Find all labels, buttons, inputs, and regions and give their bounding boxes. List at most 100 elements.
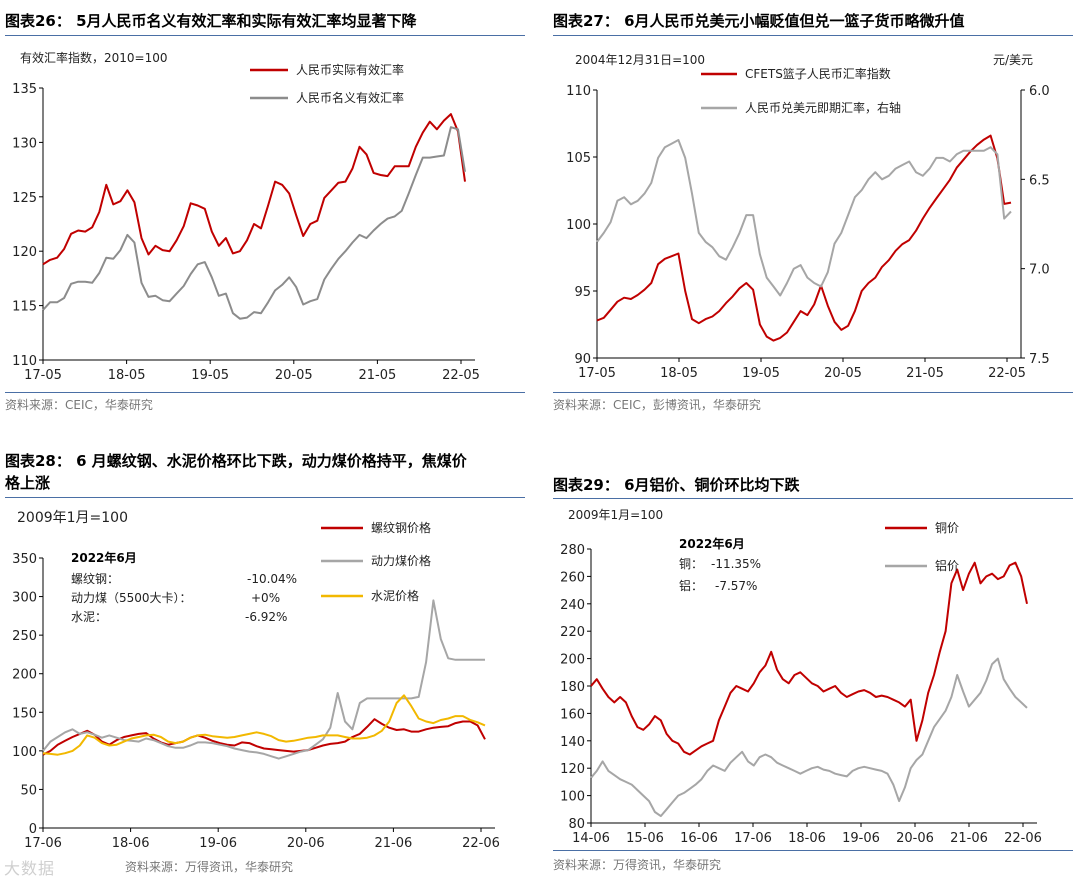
- annotation-label: 水泥：: [71, 610, 107, 624]
- annotation-heading: 2022年6月: [679, 536, 745, 551]
- x-tick-label: 21-05: [359, 368, 397, 383]
- annotation-label: 铜：: [679, 556, 703, 571]
- x-tick-label: 17-06: [734, 831, 772, 846]
- x-tick-label: 18-06: [788, 831, 826, 846]
- title-rule: [5, 35, 525, 36]
- panel-29: 图表29： 6月铝价、铜价环比均下跌 2009年1月=100 2022年6月 铜…: [553, 440, 1073, 881]
- y-tick-label: 110: [566, 84, 591, 99]
- y-tick-label: 125: [12, 191, 37, 206]
- panel-title: 图表27： 6月人民币兑美元小幅贬值但兑一篮子货币略微升值: [553, 12, 965, 30]
- x-tick-label: 17-05: [24, 368, 62, 383]
- source-note: 资料来源：CEIC，彭博资讯，华泰研究: [553, 398, 761, 412]
- series-line-1: [596, 134, 1012, 342]
- series-line-2: [42, 126, 466, 320]
- x-tick-label: 22-06: [462, 836, 500, 851]
- y-tick-label: 95: [574, 285, 591, 300]
- y-tick-label: 50: [20, 783, 37, 798]
- legend-label: 水泥价格: [371, 588, 419, 603]
- panel-28: 图表28： 6 月螺纹钢、水泥价格环比下跌，动力煤价格持平，焦煤价 格上涨 20…: [5, 440, 525, 881]
- series-line-3: [42, 694, 486, 756]
- source-rule: [553, 850, 1073, 851]
- y-tick-label: 280: [560, 543, 585, 558]
- legend-label: 铝价: [935, 558, 959, 573]
- y-tick-label: 240: [560, 598, 585, 613]
- chart-p27: 2004年12月31日=100 元/美元 90 95 100 105 110 6.0 6.5…: [566, 53, 1050, 381]
- panel-26: 图表26： 5月人民币名义有效汇率和实际有效汇率均显著下降 有效汇率指数，201…: [5, 0, 525, 420]
- series-line-2: [42, 599, 485, 760]
- legend-label: 人民币实际有效汇率: [296, 62, 404, 77]
- x-tick-label: 19-05: [742, 366, 780, 381]
- legend-label: 铜价: [935, 520, 959, 535]
- y2-tick-label: 7.0: [1029, 263, 1050, 278]
- x-tick-label: 19-05: [191, 368, 229, 383]
- y-tick-label: 115: [12, 300, 37, 315]
- x-tick-label: 19-06: [199, 836, 237, 851]
- y-tick-label: 180: [560, 680, 585, 695]
- annotation-value: -6.92%: [245, 610, 287, 624]
- source-note: 资料来源：万得资讯，华泰研究: [553, 858, 722, 872]
- y-tick-label: 130: [12, 136, 37, 151]
- y2-tick-label: 7.5: [1029, 352, 1050, 367]
- x-tick-label: 16-06: [680, 831, 718, 846]
- y-unit-label: 有效汇率指数，2010=100: [20, 50, 168, 65]
- y2-tick-label: 6.0: [1029, 84, 1050, 99]
- panel-title: 图表29： 6月铝价、铜价环比均下跌: [553, 476, 800, 494]
- y-tick-label: 250: [12, 629, 37, 644]
- legend-label: 人民币兑美元即期汇率，右轴: [745, 100, 901, 115]
- series-line-2: [596, 139, 1012, 297]
- chart-p26: 有效汇率指数，2010=100 110 115 120 125 130 135 17-05 1…: [12, 50, 480, 383]
- panel-27: 图表27： 6月人民币兑美元小幅贬值但兑一篮子货币略微升值 2004年12月31…: [553, 0, 1073, 420]
- title-rule: [5, 497, 525, 498]
- title-rule: [553, 35, 1073, 36]
- y-tick-label: 350: [12, 552, 37, 567]
- y2-unit-label: 元/美元: [993, 53, 1033, 67]
- legend-label: CFETS篮子人民币汇率指数: [745, 66, 891, 81]
- title-rule: [553, 498, 1073, 499]
- legend-label: 人民币名义有效汇率: [296, 90, 404, 105]
- source-note: 资料来源：万得资讯，华泰研究: [125, 860, 294, 874]
- annotation-heading: 2022年6月: [71, 550, 137, 565]
- watermark: 大数据: [4, 859, 56, 878]
- panel-title: 图表26： 5月人民币名义有效汇率和实际有效汇率均显著下降: [5, 12, 417, 30]
- series-line-1: [590, 561, 1028, 756]
- annotation-value: +0%: [251, 591, 280, 605]
- y-tick-label: 220: [560, 625, 585, 640]
- legend-label: 动力煤价格: [371, 553, 431, 568]
- y-tick-label: 100: [12, 745, 37, 760]
- y2-tick-label: 6.5: [1029, 173, 1050, 188]
- panel-title-line1: 图表28： 6 月螺纹钢、水泥价格环比下跌，动力煤价格持平，焦煤价: [5, 452, 467, 470]
- y-tick-label: 110: [12, 354, 37, 369]
- chart-p29: 2009年1月=100 2022年6月 铜： -11.35% 铝： -7.57%…: [560, 508, 1042, 846]
- x-tick-label: 21-06: [375, 836, 413, 851]
- x-tick-label: 20-05: [275, 368, 313, 383]
- source-note: 资料来源：CEIC，华泰研究: [5, 398, 153, 412]
- y-tick-label: 90: [574, 352, 591, 367]
- y-tick-label: 80: [568, 817, 585, 832]
- x-tick-label: 14-06: [572, 831, 610, 846]
- series-line-1: [42, 113, 466, 266]
- x-tick-label: 17-05: [578, 366, 616, 381]
- y-tick-label: 120: [560, 762, 585, 777]
- y-tick-label: 135: [12, 82, 37, 97]
- x-tick-label: 15-06: [626, 831, 664, 846]
- x-tick-label: 18-06: [112, 836, 150, 851]
- annotation-label: 铝：: [679, 578, 703, 593]
- y-tick-label: 140: [560, 735, 585, 750]
- y-tick-label: 200: [560, 653, 585, 668]
- annotation-label: 动力煤（5500大卡）：: [71, 591, 192, 605]
- y-tick-label: 100: [560, 790, 585, 805]
- x-tick-label: 22-05: [442, 368, 480, 383]
- x-tick-label: 20-06: [287, 836, 325, 851]
- y-tick-label: 105: [566, 151, 591, 166]
- x-tick-label: 19-06: [842, 831, 880, 846]
- x-tick-label: 20-06: [896, 831, 934, 846]
- x-tick-label: 21-06: [950, 831, 988, 846]
- x-tick-label: 18-05: [660, 366, 698, 381]
- chart-p28: 2009年1月=100 2022年6月 螺纹钢： -10.04% 动力煤（550…: [12, 510, 500, 851]
- y-tick-label: 100: [566, 218, 591, 233]
- y-tick-label: 260: [560, 570, 585, 585]
- source-rule: [553, 392, 1073, 393]
- y-tick-label: 0: [29, 822, 37, 837]
- x-tick-label: 17-06: [24, 836, 62, 851]
- legend-label: 螺纹钢价格: [371, 520, 431, 535]
